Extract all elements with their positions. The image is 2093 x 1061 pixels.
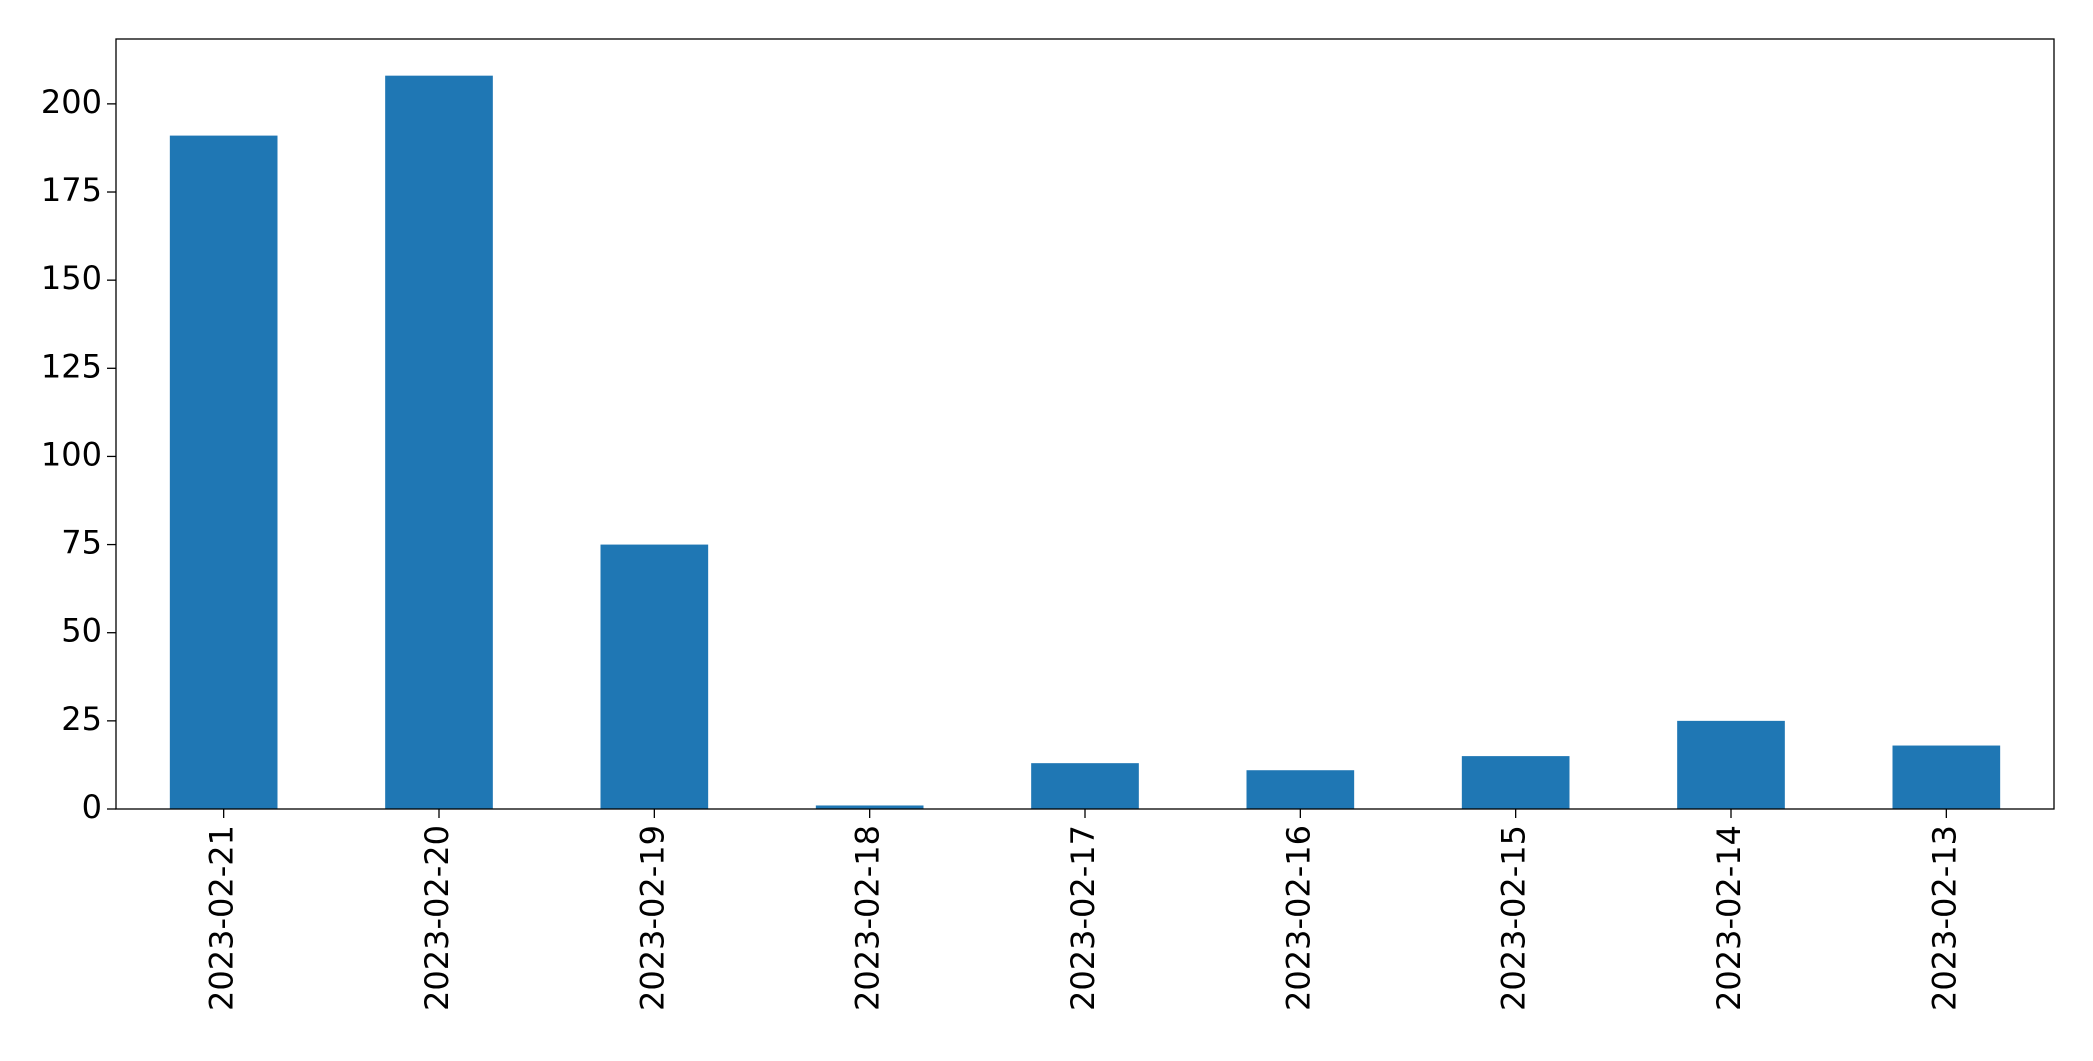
y-tick-label: 200 [41,83,102,121]
x-tick-label: 2023-02-13 [1925,825,1963,1011]
y-tick-label: 50 [61,612,102,650]
bar [1031,763,1139,809]
y-tick-label: 125 [41,347,102,385]
x-tick-label: 2023-02-14 [1710,825,1748,1011]
x-tick-label: 2023-02-21 [203,825,241,1011]
y-tick-label: 150 [41,259,102,297]
bar [1892,745,2001,809]
bar [1246,770,1355,809]
plot-frame [115,38,2055,810]
bar [169,135,278,810]
x-tick-label: 2023-02-16 [1279,825,1317,1011]
y-tick-label: 100 [41,435,102,473]
bar [1461,756,1570,809]
x-tick-label: 2023-02-18 [849,825,887,1011]
y-tick-label: 0 [82,788,102,826]
bar [385,75,493,809]
x-tick-label: 2023-02-19 [633,825,671,1011]
bar [600,544,709,809]
bar [815,805,924,809]
y-tick-label: 175 [41,171,102,209]
bar [1677,720,1785,809]
x-tick-label: 2023-02-17 [1064,825,1102,1011]
x-tick-label: 2023-02-20 [418,825,456,1011]
y-tick-label: 25 [61,700,102,738]
x-tick-label: 2023-02-15 [1495,825,1533,1011]
y-tick-label: 75 [61,524,102,562]
